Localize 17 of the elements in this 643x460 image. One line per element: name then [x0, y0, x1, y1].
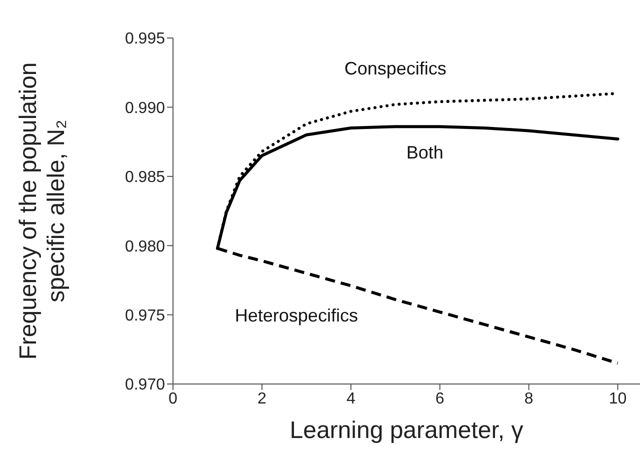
x-tick-label: 8	[524, 390, 534, 408]
series-label: Heterospecifics	[234, 305, 358, 326]
y-tick-label: 0.975	[124, 307, 166, 324]
y-tick-label: 0.980	[124, 238, 166, 256]
x-tick-label: 6	[435, 390, 444, 408]
x-tick-label: 2	[258, 390, 266, 408]
y-tick-label: 0.985	[124, 169, 166, 186]
x-tick-label: 10	[608, 390, 627, 408]
y-tick-label: 0.990	[124, 100, 166, 117]
x-tick-label: 0	[168, 390, 178, 408]
x-tick-label: 4	[346, 390, 356, 408]
y-tick-label: 0.995	[124, 30, 166, 48]
x-axis-title: Learning parameter, γ	[290, 417, 524, 444]
y-tick-label: 0.970	[124, 376, 166, 394]
y-axis-title: Frequency of the population specific allele, N₂	[15, 62, 70, 360]
series-label: Conspecifics	[344, 58, 446, 78]
series-label: Both	[406, 142, 444, 163]
